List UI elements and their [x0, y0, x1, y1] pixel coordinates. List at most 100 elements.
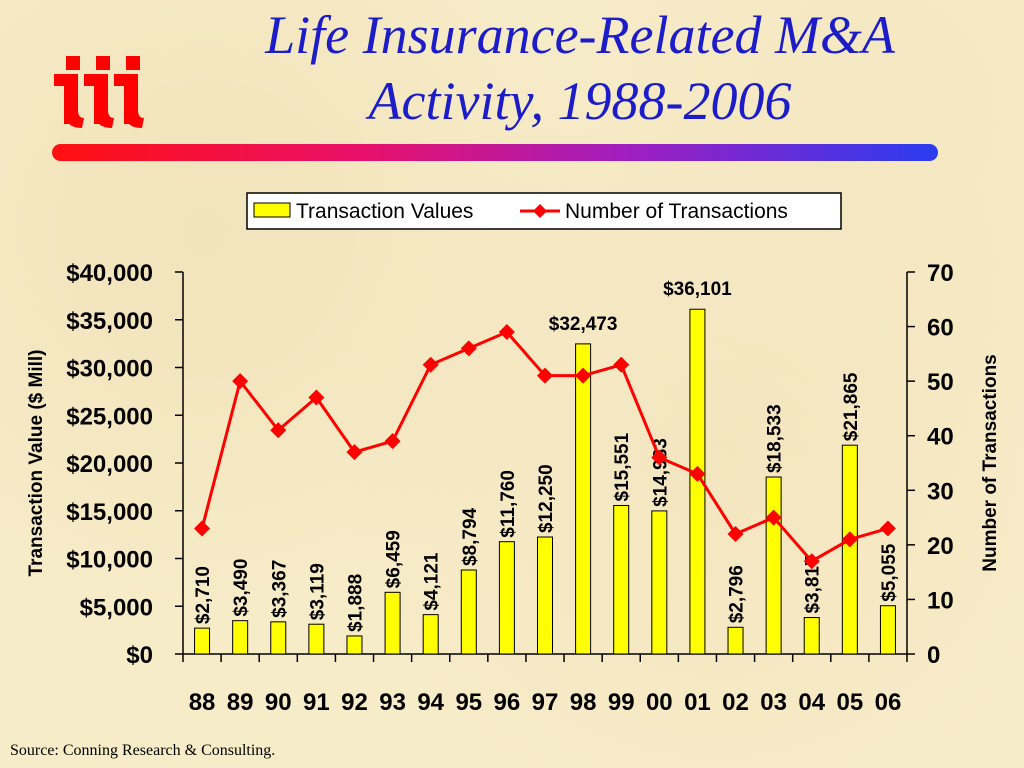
bar-data-label: $1,888 — [345, 574, 366, 632]
x-tick-label: 03 — [760, 689, 787, 716]
iii-logo-icon — [54, 52, 150, 132]
bar — [651, 510, 668, 655]
y-left-tick-label: $20,000 — [66, 451, 153, 478]
y-left-tick-label: $30,000 — [66, 356, 153, 383]
y-left-tick-label: $10,000 — [66, 547, 153, 574]
y-right-tick-label: 40 — [927, 424, 954, 451]
bar-data-label: $4,121 — [422, 552, 443, 611]
bar — [232, 620, 249, 655]
y-right-ticks: 0 10 20 30 40 50 60 70 — [907, 260, 954, 669]
line-point — [727, 525, 744, 542]
title-line-1: Life Insurance-Related M&A — [265, 5, 895, 65]
line-point — [689, 465, 706, 482]
bar-data-label: $5,055 — [879, 543, 900, 602]
y-left-tick-label: $35,000 — [66, 308, 153, 335]
y-right-tick-label: 30 — [927, 478, 954, 505]
bar-data-labels: $2,710 $3,490 $3,367 $3,119 $1,888 $6,459 $4,1… — [193, 279, 900, 632]
bar-data-label: $14,983 — [650, 438, 671, 507]
legend-line-label: Number of Transactions — [565, 200, 788, 223]
line-point — [498, 324, 515, 341]
bar — [194, 627, 211, 655]
y-left-tick-label: $15,000 — [66, 499, 153, 526]
line-series — [194, 324, 896, 570]
y-right-tick-label: 20 — [927, 533, 954, 560]
y-right-axis-title: Number of Transactions — [980, 354, 1001, 572]
line-point — [537, 367, 553, 384]
bar-data-label: $3,367 — [269, 560, 290, 618]
line-point — [232, 373, 249, 390]
bar-data-label: $11,760 — [498, 470, 519, 538]
line-point — [384, 433, 401, 450]
x-tick-label: 97 — [532, 689, 559, 716]
y-right-tick-label: 60 — [927, 315, 954, 342]
y-right-tick-label: 10 — [927, 587, 954, 614]
y-right-tick-label: 50 — [927, 369, 954, 396]
line-point — [879, 520, 896, 537]
x-tick-label: 95 — [455, 689, 482, 716]
bar — [613, 504, 630, 655]
x-tick-label: 04 — [798, 689, 825, 716]
legend: Transaction Values Number of Transaction… — [246, 192, 842, 230]
line-point — [765, 509, 782, 526]
bar — [460, 569, 477, 655]
bar — [727, 626, 744, 655]
bar-data-label: $18,533 — [765, 404, 786, 473]
y-right-tick-label: 0 — [927, 642, 940, 669]
bar-data-label: $2,796 — [727, 565, 748, 623]
y-left-tick-label: $40,000 — [66, 260, 153, 287]
y-left-axis-title: Transaction Value ($ Mill) — [26, 349, 47, 576]
line-point — [422, 356, 439, 373]
x-tick-label: 99 — [608, 689, 635, 716]
bar-data-label: $3,817 — [803, 555, 824, 613]
legend-bar-swatch — [253, 202, 291, 218]
source-note: Source: Conning Research & Consulting. — [10, 742, 276, 759]
x-tick-label: 90 — [265, 689, 292, 716]
line-point — [308, 389, 325, 406]
x-tick-label: 91 — [303, 689, 330, 716]
bar-data-label: $21,865 — [841, 372, 862, 441]
y-left-tick-label: $5,000 — [80, 594, 153, 621]
x-tick-label: 98 — [570, 689, 597, 716]
title-line-2: Activity, 1988-2006 — [368, 71, 792, 131]
line-point — [803, 553, 820, 570]
bar-data-label: $6,459 — [384, 530, 405, 588]
bar — [879, 605, 896, 655]
bar — [384, 591, 401, 655]
bar — [575, 343, 592, 655]
y-left-tick-label: $25,000 — [66, 403, 153, 430]
bar-data-label: $32,473 — [549, 314, 618, 335]
line-point — [194, 520, 211, 537]
x-tick-label: 93 — [379, 689, 406, 716]
title-divider — [52, 144, 938, 161]
y-left-ticks: $0 $5,000 $10,000 $15,000 $20,000 $25,000 $30,… — [66, 260, 183, 669]
page-title: Life Insurance-Related M&A Activity, 198… — [180, 2, 980, 134]
line-point — [460, 340, 477, 357]
legend-bar-label: Transaction Values — [296, 200, 473, 223]
y-right-tick-label: 70 — [927, 260, 954, 287]
bar-data-label: $12,250 — [536, 464, 557, 533]
bar — [841, 444, 858, 655]
x-tick-label: 89 — [227, 689, 254, 716]
x-tick-label: 96 — [494, 689, 521, 716]
bar-data-label: $36,101 — [663, 279, 732, 300]
bar — [498, 541, 515, 655]
y-left-tick-label: $0 — [126, 642, 153, 669]
x-tick-label: 92 — [341, 689, 368, 716]
bar — [422, 614, 439, 655]
line-point — [613, 356, 630, 373]
line-point — [346, 444, 363, 461]
bar-data-label: $15,551 — [612, 432, 633, 501]
bar — [765, 476, 782, 655]
x-tick-label: 88 — [189, 689, 216, 716]
x-tick-label: 94 — [417, 689, 444, 716]
bar-data-label: $8,794 — [460, 507, 481, 566]
bar-data-label: $2,710 — [193, 566, 214, 624]
bar-data-label: $3,490 — [231, 559, 252, 617]
line-point — [575, 367, 592, 384]
x-tick-label: 06 — [875, 689, 902, 716]
bar — [308, 623, 325, 655]
bar — [803, 617, 820, 655]
legend-line-marker — [533, 204, 547, 218]
bar — [346, 635, 363, 655]
bar — [537, 536, 553, 655]
